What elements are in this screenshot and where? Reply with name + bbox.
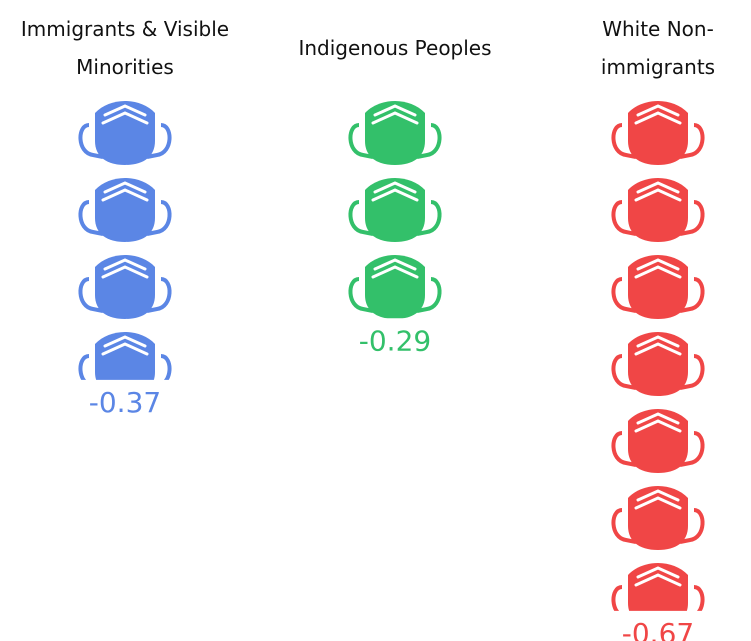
mask-icon: [613, 178, 702, 242]
mask-icon: [613, 255, 702, 319]
mask-icon: [613, 409, 702, 473]
mask-icon: [613, 332, 702, 396]
category-label: White Non-immigrants: [600, 17, 716, 79]
mask-icon: [350, 101, 439, 165]
pictograph: [350, 101, 439, 319]
value-label: -0.29: [359, 324, 431, 357]
category-label: Immigrants & Visible Minorities: [20, 17, 230, 79]
mask-icon: [613, 486, 702, 550]
mask-icon: [80, 255, 169, 319]
mask-icon: [350, 255, 439, 319]
pictograph: [80, 101, 169, 396]
category-label: Indigenous Peoples: [298, 36, 492, 60]
mask-icon: [80, 178, 169, 242]
pictograph: [613, 101, 702, 627]
mask-icon: [350, 178, 439, 242]
value-label: -0.67: [622, 617, 694, 641]
mask-icon: [613, 101, 702, 165]
value-label: -0.37: [89, 386, 161, 419]
mask-icon: [80, 101, 169, 165]
